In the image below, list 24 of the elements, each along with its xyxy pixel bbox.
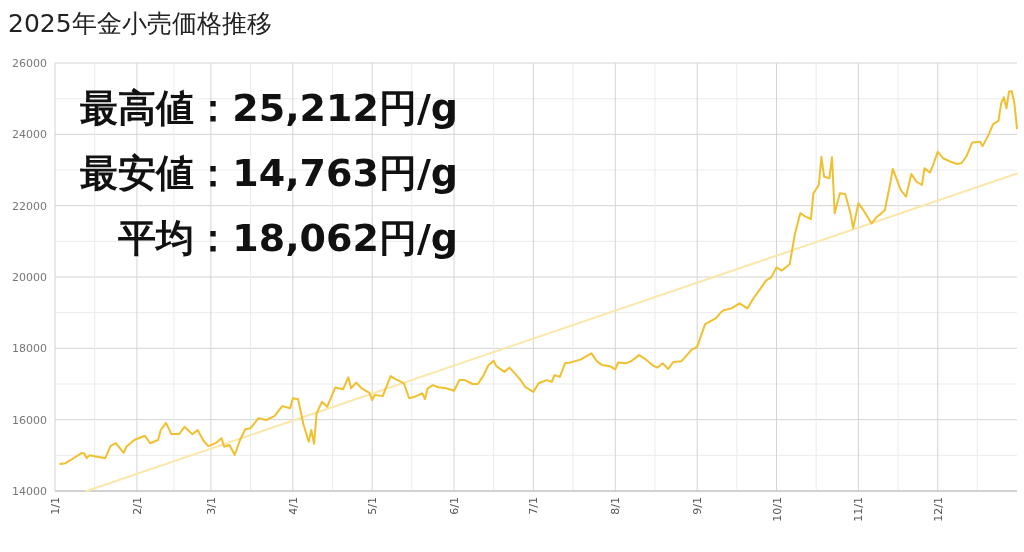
x-tick-label: 2/1 xyxy=(130,497,144,515)
y-tick-label: 18000 xyxy=(12,342,47,356)
annotation: 平均：18,062円/g xyxy=(118,216,458,260)
y-tick-label: 24000 xyxy=(12,128,47,142)
x-tick-label: 10/1 xyxy=(770,497,784,522)
x-tick-label: 1/1 xyxy=(49,497,62,515)
x-tick-label: 3/1 xyxy=(204,497,218,515)
chart-title: 2025年金小売価格推移 xyxy=(8,9,272,38)
y-tick-label: 22000 xyxy=(12,199,47,213)
annotation: 最高値：25,212円/g xyxy=(80,86,458,130)
y-tick-label: 14000 xyxy=(12,485,47,498)
x-tick-label: 5/1 xyxy=(366,497,380,515)
x-tick-label: 7/1 xyxy=(527,497,541,515)
x-tick-label: 6/1 xyxy=(448,497,462,515)
y-tick-label: 16000 xyxy=(12,413,47,427)
x-tick-label: 8/1 xyxy=(609,497,623,515)
x-tick-label: 4/1 xyxy=(286,497,300,515)
line-series xyxy=(59,90,1018,465)
x-tick-label: 11/1 xyxy=(852,497,866,522)
x-tick-label: 12/1 xyxy=(931,497,945,522)
annotation: 最安値：14,763円/g xyxy=(80,151,458,195)
y-tick-label: 20000 xyxy=(12,271,47,284)
x-tick-label: 9/1 xyxy=(691,497,705,515)
y-tick-label: 26000 xyxy=(12,57,47,70)
